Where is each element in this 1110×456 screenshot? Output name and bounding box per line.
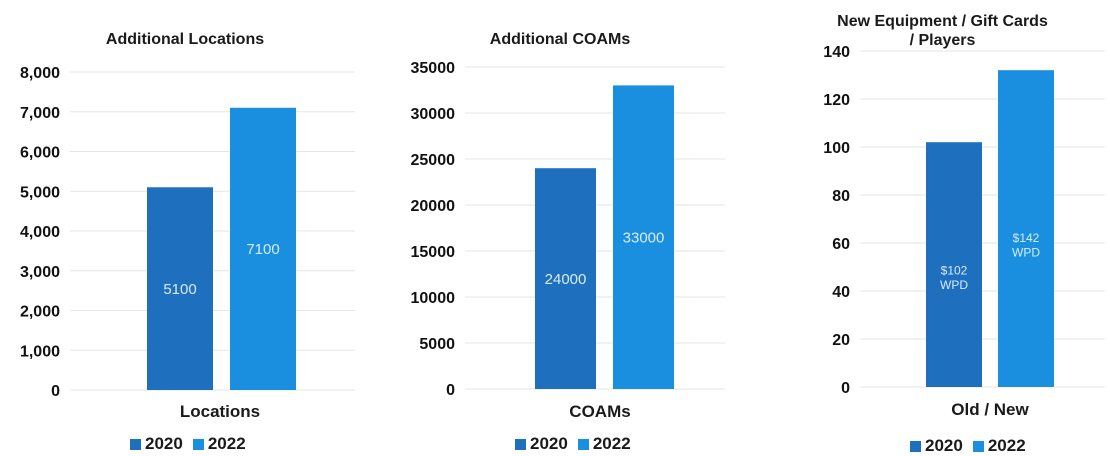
chart-svg: 0 1,000 2,000 3,000 4,000 5,000 6,000 7,000 8,00… (20, 65, 355, 400)
legend: 2020 2022 (130, 434, 246, 454)
legend-label: 2022 (207, 434, 246, 453)
y-tick-label: 2,000 (20, 304, 60, 321)
chart-title: New Equipment / Gift Cards / Players (837, 13, 1048, 49)
y-tick-label: 4,000 (20, 224, 60, 241)
legend-swatch-2020 (910, 440, 921, 452)
legend-item-2022: 2022 (192, 434, 246, 454)
legend-swatch-2022 (192, 438, 204, 450)
legend-label: 2022 (592, 434, 631, 453)
y-tick-label: 20 (832, 332, 850, 349)
y-tick-label: 35000 (411, 60, 456, 77)
bar-2020 (147, 187, 213, 390)
y-tick-label: 25000 (411, 152, 456, 169)
bar-2020 (926, 142, 982, 387)
y-tick-label: 20000 (411, 198, 456, 215)
y-tick-label: 120 (823, 92, 850, 109)
chart-panel-equipment: New Equipment / Gift Cards / Players 0 20… (740, 0, 1110, 455)
data-label-line: 7100 (246, 241, 279, 258)
y-tick-label: 60 (832, 236, 850, 253)
data-label-2022: 33000 (623, 229, 665, 246)
x-axis-label: COAMs (569, 402, 631, 421)
bar-2022 (998, 70, 1054, 387)
y-tick-label: 5000 (419, 336, 455, 353)
y-tick-label: 80 (832, 188, 850, 205)
legend-swatch-2022 (972, 440, 984, 452)
legend: 2020 2022 (910, 436, 1026, 456)
y-tick-label: 6,000 (20, 145, 60, 162)
x-axis-label: Old / New (951, 400, 1029, 419)
y-tick-label: 140 (823, 44, 850, 61)
legend-label: 2020 (530, 434, 568, 453)
y-tick-label: 5,000 (20, 184, 60, 201)
data-label-line: $102 (941, 263, 968, 277)
legend-item-2020: 2020 (910, 436, 963, 456)
y-tick-label: 0 (51, 383, 60, 400)
y-tick-label: 0 (446, 382, 455, 399)
y-tick-label: 15000 (411, 244, 456, 261)
y-tick-label: 40 (832, 284, 850, 301)
data-label-2020: 24000 (545, 271, 587, 288)
y-tick-label: 10000 (411, 290, 456, 307)
chart-panel-locations: Additional Locations 0 1,000 2,000 3,000 4,0… (0, 0, 370, 455)
y-tick-label: 30000 (411, 106, 456, 123)
chart-svg: 0 5000 10000 15000 20000 25000 30000 35000 24000… (411, 60, 725, 399)
data-label-2022: 7100 (246, 241, 279, 258)
legend-swatch-2022 (577, 438, 589, 450)
legend-swatch-2020 (515, 438, 526, 450)
legend-item-2020: 2020 (130, 434, 183, 454)
y-tick-label: 100 (823, 140, 850, 157)
legend-label: 2020 (925, 436, 963, 455)
data-label-line: 24000 (545, 271, 587, 288)
y-tick-label: 3,000 (20, 264, 60, 281)
legend-item-2022: 2022 (577, 434, 631, 454)
chart-title: Additional Locations (105, 31, 265, 48)
y-tick-label: 7,000 (20, 105, 60, 122)
data-label-2020: $102 WPD (940, 263, 968, 291)
data-label-2022: $142 WPD (1012, 231, 1040, 259)
data-label-line: WPD (940, 278, 968, 292)
data-label-line: WPD (1012, 245, 1040, 259)
data-label-line: $142 (1013, 231, 1040, 245)
data-label-line: 33000 (623, 229, 665, 246)
y-tick-label: 8,000 (20, 65, 60, 82)
bar-2022 (613, 85, 674, 390)
legend: 2020 2022 (515, 434, 631, 454)
chart-title: Additional COAMs (489, 31, 631, 48)
bar-2022 (230, 107, 296, 391)
y-tick-label: 0 (841, 380, 850, 397)
x-axis-label: Locations (179, 402, 261, 421)
bar-2020 (535, 168, 596, 389)
chart-panel-coams: Additional COAMs 0 5000 10000 15000 20000 250… (370, 0, 740, 455)
legend-item-2020: 2020 (515, 434, 568, 454)
legend-item-2022: 2022 (972, 436, 1026, 456)
data-label-2020: 5100 (163, 281, 196, 298)
data-label-line: 5100 (163, 281, 196, 298)
legend-label: 2020 (145, 434, 183, 453)
legend-label: 2022 (987, 436, 1026, 455)
y-tick-label: 1,000 (20, 343, 60, 360)
legend-swatch-2020 (130, 438, 141, 450)
